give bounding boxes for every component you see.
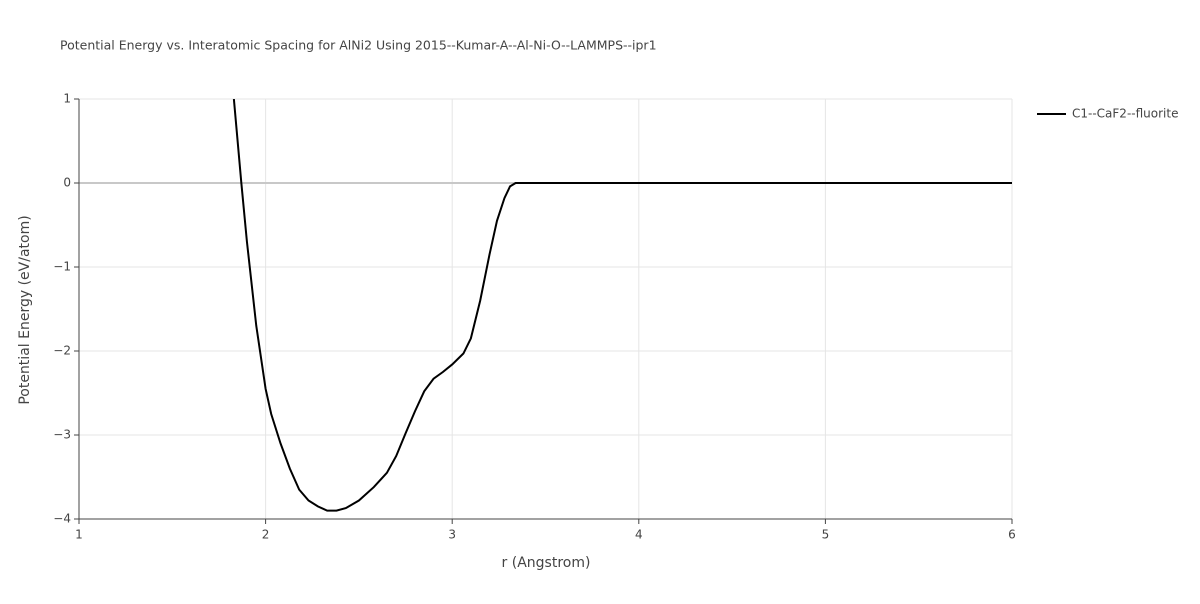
x-tick-label: 3 xyxy=(448,528,456,542)
x-tick-label: 1 xyxy=(75,528,83,542)
y-tick-label: −1 xyxy=(53,260,71,274)
y-tick-label: 1 xyxy=(63,92,71,106)
chart-title: Potential Energy vs. Interatomic Spacing… xyxy=(60,38,657,53)
series-line xyxy=(232,99,1012,512)
y-tick-label: 0 xyxy=(63,176,71,190)
x-axis-title: r (Angstrom) xyxy=(502,555,591,571)
y-tick-label: −3 xyxy=(53,428,71,442)
y-tick-label: −4 xyxy=(53,512,71,526)
y-tick-label: −2 xyxy=(53,344,71,358)
y-axis-title: Potential Energy (eV/atom) xyxy=(17,215,33,404)
x-tick-label: 5 xyxy=(822,528,830,542)
x-tick-label: 2 xyxy=(262,528,270,542)
x-tick-label: 6 xyxy=(1008,528,1016,542)
x-tick-label: 4 xyxy=(635,528,643,542)
legend-label: C1--CaF2--fluorite xyxy=(1072,107,1178,121)
